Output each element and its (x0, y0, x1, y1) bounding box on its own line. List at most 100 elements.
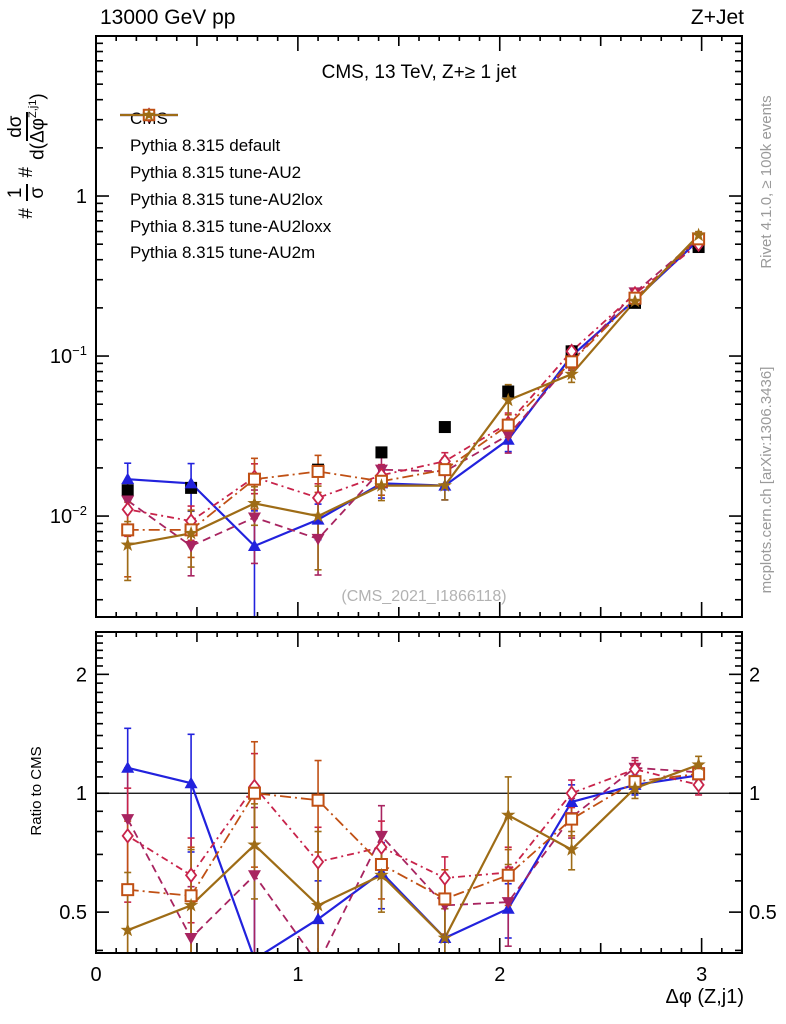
data-marker (247, 837, 262, 851)
ratio-axis-label: Ratio to CMS (28, 746, 45, 836)
y-axis-label-frac1: 1 σ (5, 184, 48, 202)
series-line (127, 763, 699, 940)
data-marker (312, 959, 325, 971)
data-marker (564, 842, 579, 856)
data-marker (501, 868, 515, 882)
y-tick-label: 2 (76, 664, 87, 686)
data-marker (121, 814, 135, 826)
x-tick-label: 2 (494, 964, 505, 986)
data-marker (310, 508, 326, 523)
y-axis-label-hash1: # (16, 208, 38, 219)
data-marker (691, 227, 706, 242)
tick-labels: 1 10−1 10−2 2 2 1 1 0.5 0.5 0 1 2 3 (50, 186, 777, 986)
data-marker (310, 897, 326, 912)
data-marker (311, 853, 325, 870)
y-axis-label: # 1 σ # dσ d(ΔφZ,j1) (5, 30, 48, 282)
data-marker (501, 897, 515, 909)
data-marker (247, 870, 261, 882)
legend-item: Pythia 8.315 default (118, 108, 331, 160)
data-marker (374, 830, 388, 843)
x-tick-label: 1 (292, 964, 303, 986)
mcplots-caption: mcplots.cern.ch [arXiv:1306.3436] (758, 366, 775, 594)
data-marker (184, 897, 199, 912)
legend-label: Pythia 8.315 tune-AU2lox (130, 189, 323, 209)
data-marker (121, 827, 134, 844)
legend-label: Pythia 8.315 default (130, 136, 281, 156)
data-marker (311, 464, 325, 478)
y-axis-label-hash2: # (16, 166, 38, 178)
data-marker (121, 523, 135, 537)
data-marker (692, 767, 706, 781)
data-marker (502, 385, 515, 398)
data-marker (501, 392, 516, 407)
data-marker (184, 776, 198, 789)
series-line (127, 238, 700, 548)
data-marker (311, 533, 325, 546)
data-marker (374, 478, 389, 492)
y-tick-label: 10−1 (50, 343, 87, 368)
data-marker (627, 780, 643, 795)
series-line (127, 234, 700, 546)
series-line (127, 772, 699, 900)
data-marker (438, 870, 451, 887)
data-marker (501, 418, 515, 432)
legend-item: Pythia 8.315 tune-AU2lox (118, 107, 331, 213)
data-marker (438, 421, 451, 434)
y-ticks (96, 35, 742, 952)
data-marker (437, 478, 452, 492)
data-marker (142, 107, 156, 121)
y-tick-label: 1 (76, 783, 87, 805)
data-marker (565, 812, 579, 826)
data-marker (438, 463, 452, 477)
data-marker (627, 293, 643, 308)
data-marker (121, 495, 135, 508)
y-tick-label: 1 (76, 186, 87, 208)
legend-label: Pythia 8.315 tune-AU2m (130, 243, 316, 263)
process-label: Z+Jet (690, 6, 744, 29)
data-marker (375, 839, 388, 856)
legend-item: Pythia 8.315 tune-AU2loxx (118, 108, 332, 240)
panel-title: CMS, 13 TeV, Z+≥ 1 jet (321, 62, 517, 83)
data-marker (247, 786, 261, 800)
data-marker (120, 537, 135, 551)
y-tick-label: 0.5 (59, 902, 87, 924)
series-line (127, 239, 700, 548)
x-tick-label: 0 (90, 964, 101, 986)
data-marker (311, 489, 325, 506)
data-marker (565, 795, 579, 808)
data-marker (247, 495, 262, 510)
legend-item: Pythia 8.315 tune-AU2m (118, 107, 331, 267)
y-tick-label: 0.5 (749, 902, 777, 924)
data-marker (691, 757, 706, 771)
data-marker (121, 501, 134, 518)
series-line (126, 766, 699, 952)
data-marker (184, 933, 198, 945)
y-tick-label: 10−2 (50, 503, 87, 528)
beam-energy-label: 13000 GeV pp (100, 6, 236, 29)
data-marker (247, 512, 261, 524)
data-marker (121, 761, 135, 773)
data-marker (121, 472, 135, 485)
ratio-panel-series (120, 727, 706, 971)
data-marker (184, 867, 198, 884)
data-marker (692, 776, 705, 793)
y-tick-label: 2 (749, 664, 760, 686)
data-marker (184, 476, 198, 489)
data-marker (437, 930, 452, 945)
watermark: (CMS_2021_I1866118) (341, 588, 507, 605)
data-marker (374, 867, 389, 882)
x-tick-label: 3 (696, 964, 707, 986)
data-marker (184, 540, 198, 553)
x-axis-title: Δφ (Z,j1) (665, 986, 744, 1008)
data-marker (565, 355, 579, 369)
series-line (127, 768, 699, 879)
data-marker (438, 892, 452, 906)
data-marker (121, 883, 135, 897)
y-tick-label: 1 (749, 783, 760, 805)
series-line (127, 243, 700, 523)
legend-item: Pythia 8.315 tune-AU2 (118, 110, 331, 187)
legend-label: Pythia 8.315 tune-AU2loxx (130, 216, 332, 236)
